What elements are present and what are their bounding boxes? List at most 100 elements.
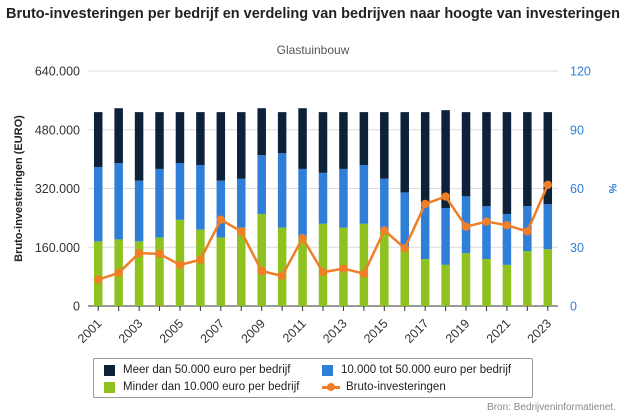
bar-segment [318,172,328,224]
bar-segment [420,259,430,306]
line-point [400,244,409,253]
y-right-tick-label: 90 [570,123,584,137]
bar-segment [441,264,450,306]
x-tick-label: 2011 [280,316,309,345]
y-right-axis-title: % [606,184,618,194]
legend-item-bruto-investeringen[interactable]: Bruto-investeringen [322,381,446,393]
legend-item-minder-dan-10000[interactable]: Minder dan 10.000 euro per bedrijf [104,381,299,393]
x-tick-label: 2017 [402,316,432,346]
y-axis-title: Bruto-investeringen (EURO) [13,115,25,262]
x-tick-label: 2003 [116,316,146,346]
legend-line-swatch [322,382,340,393]
x-tick-label: 2023 [525,316,555,346]
bar-segment [380,231,389,306]
line-point [543,180,552,190]
bar-segment [441,110,450,209]
bar-segment [134,180,144,242]
y-tick-label: 480.000 [35,123,80,137]
bar-segment [216,180,226,238]
bar-segment [237,227,246,306]
bar-segment [155,112,164,169]
bar-segment [175,163,185,220]
chart-subtitle: Glastuinbouw [276,43,350,57]
line-point [359,269,369,278]
bar-segment [339,112,348,169]
bar-segment [420,112,430,205]
line-point [380,226,389,235]
chart-title: Bruto-investeringen per bedrijf en verde… [6,6,620,22]
line-point [277,271,287,281]
bar-segment [298,168,307,238]
bar-segment [93,241,103,306]
legend-item-10000-tot-50000[interactable]: 10.000 tot 50.000 euro per bedrijf [322,364,511,376]
legend-swatch [104,381,115,393]
line-point [441,192,450,201]
bar-segment [502,264,512,306]
bar-segment [134,241,144,306]
bar-segment [216,237,226,306]
bar-segment [196,229,205,306]
bar-segment [93,112,103,167]
line-point [298,233,307,243]
bar-segment [216,112,226,181]
bar-segment [523,251,532,306]
line-point [196,255,205,264]
line-point [339,264,348,273]
bar-segment [257,155,266,214]
bar-segment [318,223,328,306]
line-point [134,248,144,258]
bar-segment [237,112,246,179]
x-tick-label: 2019 [443,316,473,346]
line-point [523,227,532,236]
bar-segment [339,168,348,228]
legend-label: 10.000 tot 50.000 euro per bedrijf [341,364,512,376]
bar-segment [298,108,307,169]
legend: Meer dan 50.000 euro per bedrijf 10.000 … [93,358,533,398]
bar-segment [380,112,389,179]
x-tick-label: 2013 [320,316,350,346]
bar-segment [543,112,553,205]
line-point [175,260,185,270]
bar-segment [502,112,512,214]
line-point [461,222,471,231]
bar-segment [543,204,553,250]
legend-swatch [322,364,333,376]
y-right-tick-label: 120 [570,65,591,79]
x-tick-label: 2015 [361,316,391,346]
bar-segment [134,112,144,181]
x-tick-label: 2007 [198,316,228,346]
bar-segment [318,112,328,173]
x-tick-label: 2001 [75,316,105,346]
bar-segment [523,112,532,207]
bar-segment [175,112,185,164]
line-point [216,215,226,224]
bar-segment [461,112,471,197]
line-point [257,266,266,276]
y-right-tick-label: 60 [570,182,584,196]
bar-segment [277,227,287,306]
bar-segment [400,112,409,193]
line-point [318,268,328,277]
legend-swatch [104,364,115,376]
bar-segment [257,108,266,156]
bar-segment [93,166,103,242]
y-right-tick-label: 30 [570,241,584,255]
bar-segment [114,108,123,164]
line-point [502,221,512,230]
bar-segment [277,153,287,228]
line-point [237,227,246,236]
bar-segment [155,237,164,306]
bar-segment [257,213,266,306]
source-note: Bron: Bedrijveninformatienet. [487,402,616,413]
bar-segment [359,165,369,224]
bar-segment [420,204,430,259]
legend-item-meer-dan-50000[interactable]: Meer dan 50.000 euro per bedrijf [104,364,291,376]
bar-segment [359,112,369,165]
bar-segment [400,192,409,248]
line-point [482,217,491,226]
y-right-tick-label: 0 [570,300,577,314]
legend-label: Bruto-investeringen [346,381,446,393]
bar-segment [237,178,246,228]
legend-label: Minder dan 10.000 euro per bedrijf [123,381,300,393]
